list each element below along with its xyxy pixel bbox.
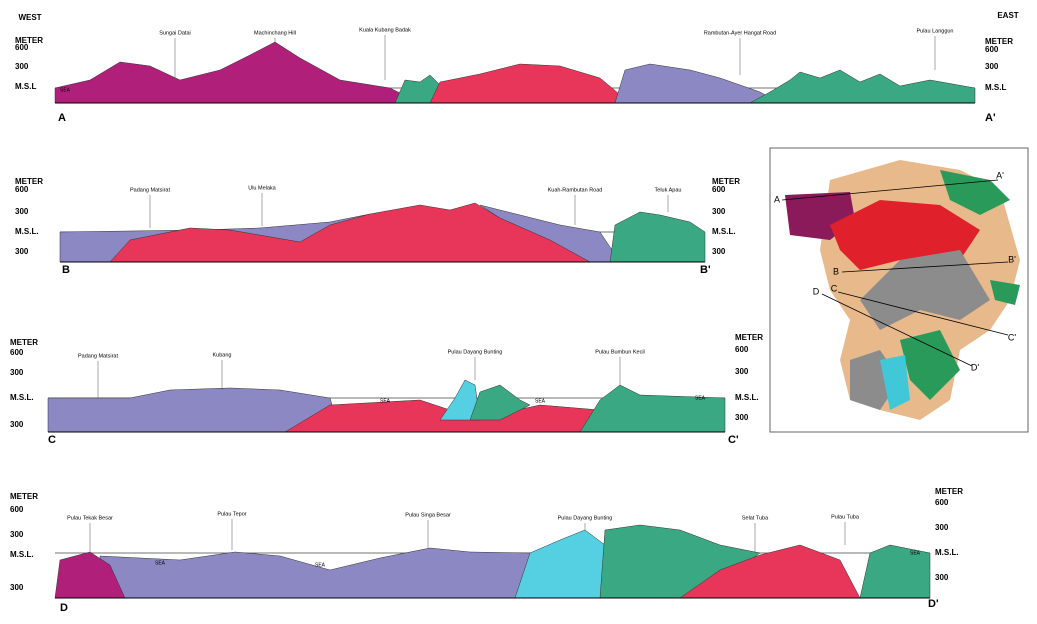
map-label: A xyxy=(774,194,780,204)
sea-label: SEA xyxy=(315,562,326,568)
axis-label: METER xyxy=(735,333,763,342)
axis-label: 300 xyxy=(10,530,24,539)
axis-label: 300 xyxy=(15,62,29,71)
axis-label: METER xyxy=(10,492,38,501)
axis-label: M.S.L. xyxy=(735,393,759,402)
sea-label: SEA xyxy=(910,550,921,556)
axis-label: M.S.L. xyxy=(10,550,34,559)
axis-label: 600 xyxy=(10,348,24,357)
section-start: A xyxy=(58,112,66,124)
section-end: A' xyxy=(985,112,996,124)
place-label: Pulau Singa Besar xyxy=(405,512,451,518)
section-end: D' xyxy=(928,598,939,610)
place-label: Pulau Bumbun Kecil xyxy=(595,349,645,355)
place-label: Ulu Melaka xyxy=(248,185,276,191)
axis-label: 600 xyxy=(712,185,726,194)
map-label: C' xyxy=(1008,332,1016,342)
axis-label: M.S.L. xyxy=(15,227,39,236)
sea-label: SEA xyxy=(695,395,706,401)
place-label: Kuah-Rambutan Road xyxy=(548,187,603,193)
axis-label: 300 xyxy=(712,247,726,256)
compass-label: EAST xyxy=(997,11,1018,20)
place-label: Pulau Tepor xyxy=(217,511,246,517)
section-start: D xyxy=(60,602,68,614)
place-label: Pulau Tuba xyxy=(831,514,860,520)
axis-label: METER xyxy=(935,487,963,496)
axis-label: 300 xyxy=(10,583,24,592)
place-label: Pulau Dayang Bunting xyxy=(558,515,613,521)
place-label: Pulau Tekak Besar xyxy=(67,515,113,521)
section-end: B' xyxy=(700,264,711,276)
axis-label: M.S.L. xyxy=(712,227,736,236)
axis-label: 600 xyxy=(735,345,749,354)
axis-label: 300 xyxy=(935,523,949,532)
axis-label: 300 xyxy=(735,413,749,422)
place-label: Teluk Apau xyxy=(655,187,682,193)
sea-label: SEA xyxy=(380,398,391,404)
axis-label: 300 xyxy=(10,368,24,377)
axis-label: M.S.L. xyxy=(935,548,959,557)
axis-label: 600 xyxy=(935,498,949,507)
section-end: C' xyxy=(728,434,739,446)
cross-section-figure: WESTEASTMETER600300M.S.LMETER600300M.S.L… xyxy=(0,0,1037,624)
place-label: Machinchang Hill xyxy=(254,30,296,36)
axis-label: 600 xyxy=(15,43,29,52)
place-label: Sungai Datai xyxy=(159,30,191,36)
axis-label: 600 xyxy=(10,505,24,514)
place-label: Rambutan-Ayer Hangat Road xyxy=(704,30,776,36)
section-start: C xyxy=(48,434,56,446)
map-label: C xyxy=(831,283,838,293)
map-label: B xyxy=(833,266,839,276)
place-label: Pulau Langgun xyxy=(916,28,953,34)
sea-label: SEA xyxy=(155,560,166,566)
place-label: Selat Tuba xyxy=(742,515,769,521)
axis-label: 300 xyxy=(935,573,949,582)
place-label: Kuala Kubang Badak xyxy=(359,27,411,33)
axis-label: M.S.L xyxy=(15,82,36,91)
axis-label: 300 xyxy=(985,62,999,71)
map-inset xyxy=(770,148,1028,432)
map-label: D' xyxy=(971,362,979,372)
axis-label: M.S.L. xyxy=(10,393,34,402)
sea-label: SEA xyxy=(60,87,71,93)
axis-label: 600 xyxy=(15,185,29,194)
map-label: D xyxy=(813,286,820,296)
axis-label: 300 xyxy=(712,207,726,216)
place-label: Kubang xyxy=(213,352,232,358)
map-label: A' xyxy=(996,170,1004,180)
axis-label: METER xyxy=(10,338,38,347)
axis-label: 600 xyxy=(985,45,999,54)
place-label: Pulau Dayang Bunting xyxy=(448,349,503,355)
axis-label: M.S.L xyxy=(985,83,1006,92)
axis-label: 300 xyxy=(15,207,29,216)
sea-label: SEA xyxy=(535,398,546,404)
axis-label: 300 xyxy=(15,247,29,256)
map-label: B' xyxy=(1008,254,1016,264)
compass-label: WEST xyxy=(18,13,41,22)
axis-label: 300 xyxy=(735,367,749,376)
place-label: Padang Matsirat xyxy=(130,187,171,193)
axis-label: 300 xyxy=(10,420,24,429)
place-label: Padang Matsirat xyxy=(78,353,119,359)
section-start: B xyxy=(62,264,70,276)
